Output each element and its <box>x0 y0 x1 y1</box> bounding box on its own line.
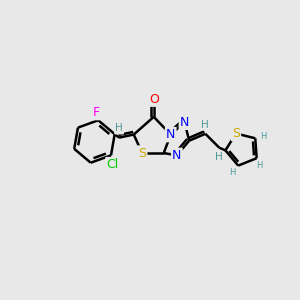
Text: Cl: Cl <box>106 158 119 171</box>
Text: H: H <box>256 161 263 170</box>
Text: H: H <box>202 119 209 130</box>
Text: H: H <box>115 123 123 134</box>
Text: S: S <box>232 127 240 140</box>
Text: F: F <box>93 106 100 119</box>
Text: H: H <box>229 168 235 177</box>
Text: S: S <box>138 146 146 160</box>
Text: H: H <box>260 132 266 141</box>
Text: N: N <box>180 116 189 129</box>
Text: O: O <box>149 93 159 106</box>
Text: N: N <box>172 149 182 162</box>
Text: N: N <box>166 128 175 141</box>
Text: H: H <box>215 152 223 162</box>
